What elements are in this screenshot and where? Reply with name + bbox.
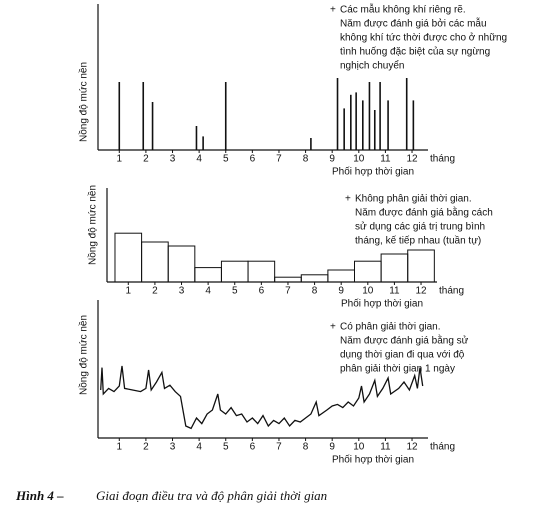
annotation: Các mẫu không khí riêng rẽ. (340, 3, 466, 16)
caption-label: Hình 4 – (15, 488, 64, 503)
annotation: Không phân giải thời gian. (355, 194, 472, 205)
x-tick-label: 6 (259, 286, 265, 297)
annotation: dụng thời gian đi qua với độ (340, 350, 465, 361)
annotation: Có phân giải thời gian. (340, 322, 441, 333)
annotation: nghịch chuyển (340, 60, 405, 72)
x-unit: tháng (430, 154, 455, 165)
annotation: tháng, kế tiếp nhau (tuần tự) (355, 235, 481, 247)
y-axis-label: Nồng độ mức nền (87, 185, 99, 265)
bar (167, 245, 196, 283)
annotation-bullet: + (330, 5, 336, 16)
bar (327, 269, 355, 283)
bar (247, 260, 276, 283)
x-tick-label: 6 (250, 154, 256, 165)
y-axis-label: Nồng độ mức nền (78, 62, 90, 142)
annotation: không khí tức thời được cho ở những (340, 32, 507, 44)
x-tick-label: 2 (143, 154, 149, 165)
bar (380, 253, 409, 283)
x-tick-label: 12 (415, 286, 427, 297)
x-tick-label: 8 (303, 442, 309, 453)
x-unit: tháng (439, 286, 464, 297)
x-tick-label: 10 (353, 442, 365, 453)
bar (354, 260, 382, 283)
annotation: phân giải thời gian 1 ngày (340, 364, 455, 375)
x-tick-label: 1 (126, 286, 132, 297)
x-tick-label: 11 (380, 154, 391, 165)
x-tick-label: 9 (329, 442, 335, 453)
x-tick-label: 7 (276, 442, 282, 453)
x-tick-label: 6 (250, 442, 256, 453)
annotation-bullet: + (330, 322, 336, 333)
bar (220, 260, 249, 283)
x-tick-label: 5 (223, 442, 229, 453)
x-tick-label: 12 (406, 154, 418, 165)
x-tick-label: 10 (362, 286, 374, 297)
x-tick-label: 2 (143, 442, 149, 453)
annotation: Năm được đánh giá bằng cách (355, 206, 493, 219)
annotation: Năm được đánh giá bởi các mẫu (340, 17, 487, 30)
x-tick-label: 1 (117, 442, 123, 453)
bar (407, 249, 435, 283)
x-tick-label: 10 (353, 154, 365, 165)
x-tick-label: 5 (223, 154, 229, 165)
annotation: sử dụng các giá trị trung bình (355, 221, 485, 233)
x-tick-label: 11 (389, 286, 400, 297)
x-tick-label: 9 (338, 286, 344, 297)
annotation: tình huống đặc biệt của sự ngừng (340, 46, 490, 58)
x-tick-label: 4 (205, 286, 211, 297)
bar (141, 241, 169, 283)
x-tick-label: 3 (170, 442, 176, 453)
x-tick-label: 8 (303, 154, 309, 165)
x-tick-label: 2 (152, 286, 158, 297)
x-axis-label: Phối hợp thời gian (332, 454, 414, 466)
annotation: Năm được đánh giá bằng sử (340, 334, 469, 347)
x-tick-label: 7 (276, 154, 282, 165)
bar (114, 232, 143, 283)
x-tick-label: 3 (179, 286, 185, 297)
annotation-bullet: + (345, 194, 351, 205)
x-tick-label: 11 (380, 442, 391, 453)
x-unit: tháng (430, 442, 455, 453)
x-tick-label: 4 (196, 442, 202, 453)
x-tick-label: 5 (232, 286, 238, 297)
bar (194, 267, 222, 283)
y-axis-label: Nồng độ mức nền (78, 315, 90, 395)
x-tick-label: 9 (329, 154, 335, 165)
caption-text: Giai đoạn điều tra và độ phân giải thời … (96, 488, 327, 503)
x-axis-label: Phối hợp thời gian (332, 166, 414, 178)
x-tick-label: 3 (170, 154, 176, 165)
line (100, 365, 424, 430)
x-axis-label: Phối hợp thời gian (341, 298, 423, 310)
x-tick-label: 8 (312, 286, 318, 297)
x-tick-label: 12 (406, 442, 418, 453)
bar (274, 276, 302, 283)
x-tick-label: 1 (117, 154, 123, 165)
x-tick-label: 7 (285, 286, 291, 297)
bar (300, 274, 329, 283)
x-tick-label: 4 (196, 154, 202, 165)
